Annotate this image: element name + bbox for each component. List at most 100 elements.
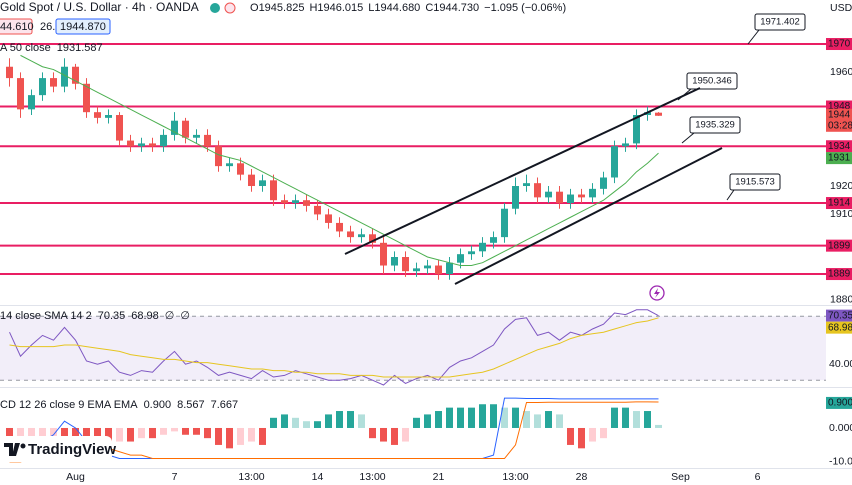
ohlc-value: 1944.680 xyxy=(374,2,420,14)
candle-body xyxy=(468,251,475,255)
legend-value: 8.567 xyxy=(177,399,205,411)
histogram-bar xyxy=(303,421,310,428)
histogram-bar xyxy=(490,404,497,428)
histogram-bar xyxy=(314,421,321,428)
candle-body xyxy=(490,237,497,243)
y-tick-label: 1880 xyxy=(830,293,852,305)
countdown-box xyxy=(826,119,852,132)
legend-na: ∅ xyxy=(180,310,190,322)
candle-body xyxy=(248,174,255,187)
candle-body xyxy=(39,78,46,96)
candle-body xyxy=(292,200,299,204)
histogram-bar xyxy=(589,427,596,442)
histogram-bar xyxy=(204,427,211,439)
histogram-bar xyxy=(413,417,420,428)
channel-upper xyxy=(344,87,701,255)
histogram-bar xyxy=(193,427,200,435)
histogram-bar xyxy=(105,427,112,445)
candle-body xyxy=(457,254,464,263)
histogram-bar xyxy=(545,411,552,428)
countdown: 03:28 xyxy=(828,120,852,131)
candle-body xyxy=(6,66,13,79)
callout-label: 1971.402 xyxy=(760,17,800,28)
event-icon[interactable] xyxy=(649,285,665,301)
callout-box xyxy=(686,72,738,90)
x-tick-label: Sep xyxy=(671,471,690,483)
candle-body xyxy=(501,208,508,238)
histogram-bar xyxy=(237,427,244,445)
y-tick-label: 40.00 xyxy=(829,358,852,370)
ohlc-letter: L xyxy=(368,2,374,14)
ohlc-value: 1945.825 xyxy=(259,2,305,14)
rsi-value: 70.35 xyxy=(828,310,852,321)
bid-box xyxy=(0,18,33,35)
last-price: 1944 xyxy=(828,109,851,120)
histogram-bar xyxy=(138,427,145,439)
candle-body xyxy=(50,78,57,87)
candle-body xyxy=(72,66,79,84)
rsi-value-box xyxy=(826,309,852,322)
legend-value: 68.98 xyxy=(131,310,159,322)
candle-body xyxy=(160,134,167,147)
candle-body xyxy=(380,242,387,266)
last-price-box xyxy=(826,108,852,121)
histogram-bar xyxy=(655,424,662,428)
histogram-bar xyxy=(127,427,134,442)
candle-body xyxy=(424,265,431,269)
histogram-bar xyxy=(567,427,574,445)
candle-body xyxy=(215,146,222,167)
legend-value: 0.900 xyxy=(144,399,172,411)
candle-body xyxy=(402,257,409,272)
callout-label: 1950.346 xyxy=(692,76,732,87)
level-label-box xyxy=(826,197,852,210)
candle-body xyxy=(270,180,277,201)
sma-line xyxy=(20,54,659,267)
ohlc-value: 1946.015 xyxy=(317,2,363,14)
level-label-box xyxy=(826,268,852,281)
histogram-bar xyxy=(468,407,475,428)
histogram-bar xyxy=(424,414,431,428)
hist-value: 0.900 xyxy=(828,398,852,409)
ask-box xyxy=(55,18,111,35)
callout-box xyxy=(729,173,781,191)
histogram-bar xyxy=(369,427,376,439)
candle-body xyxy=(94,112,101,118)
candle-body xyxy=(567,194,574,204)
x-tick-label: 21 xyxy=(433,471,445,483)
candle-body xyxy=(578,194,585,198)
histogram-bar xyxy=(72,427,79,442)
candle-body xyxy=(655,112,662,116)
histogram-bar xyxy=(336,411,343,428)
sma-price-box xyxy=(826,152,852,165)
currency: USD xyxy=(830,2,852,14)
candle-body xyxy=(523,183,530,187)
histogram-bar xyxy=(39,427,46,442)
candle-body xyxy=(116,115,123,141)
indicator-title: CD 12 26 close 9 EMA EMA xyxy=(0,399,138,411)
histogram-bar xyxy=(380,427,387,442)
candle-body xyxy=(83,83,90,113)
histogram-bar xyxy=(50,427,57,439)
candle-body xyxy=(435,265,442,275)
logo-box[interactable] xyxy=(0,436,112,462)
status-dot[interactable] xyxy=(224,2,236,14)
ohlc-letter: H xyxy=(309,2,317,14)
x-tick-label: 13:00 xyxy=(238,471,264,483)
logo-mark xyxy=(20,443,26,449)
candle-body xyxy=(534,183,541,198)
rsi-line xyxy=(9,317,659,378)
bid: 44.610 xyxy=(0,21,34,33)
channel-lower xyxy=(454,147,723,285)
candle-body xyxy=(369,234,376,243)
histogram-bar xyxy=(325,414,332,428)
histogram-bar xyxy=(534,414,541,428)
candle-body xyxy=(589,188,596,198)
histogram-bar xyxy=(578,427,585,449)
candle-body xyxy=(556,191,563,204)
candle-body xyxy=(413,268,420,272)
candle-body xyxy=(127,140,134,147)
histogram-bar xyxy=(226,427,233,449)
status-dot[interactable] xyxy=(210,3,220,13)
level-label: 1948 xyxy=(828,101,851,112)
